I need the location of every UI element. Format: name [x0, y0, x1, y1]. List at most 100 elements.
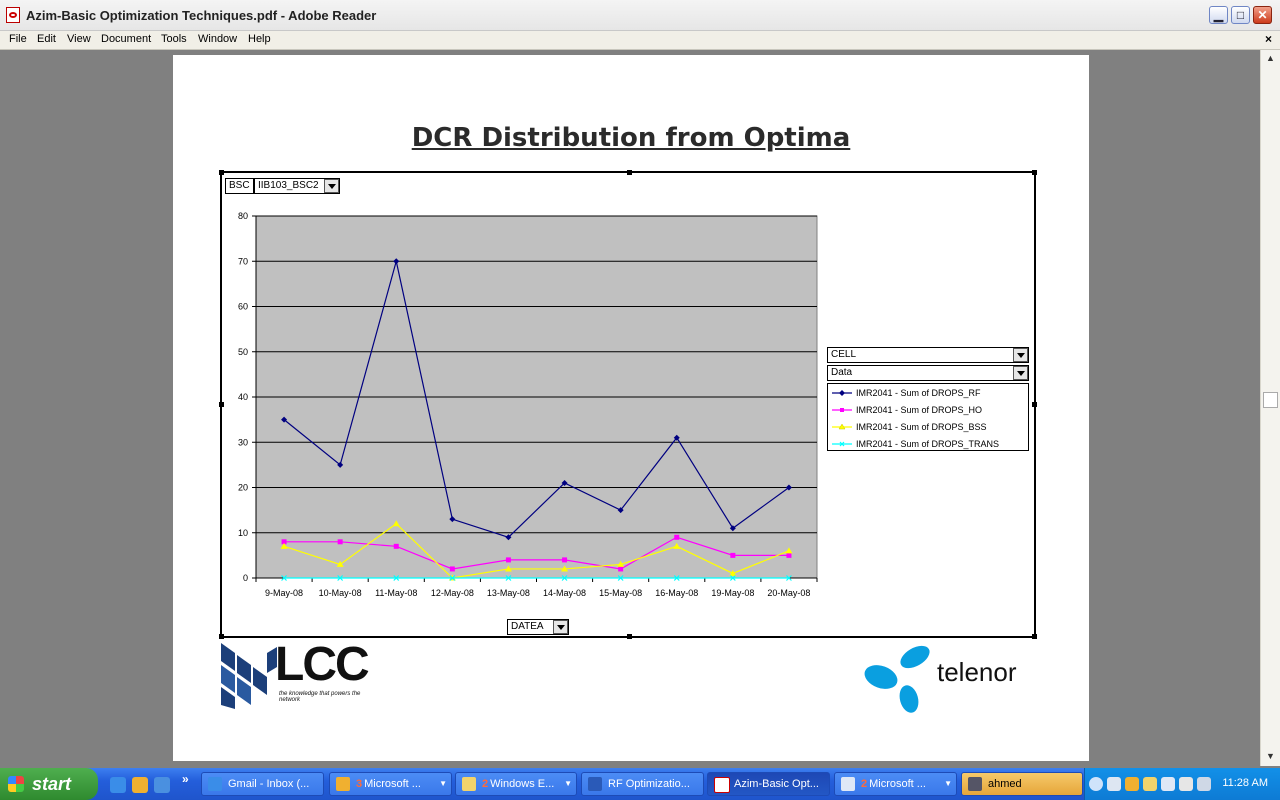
- task-label: Microsoft ...: [364, 778, 421, 790]
- task-ahmed[interactable]: ahmed: [961, 772, 1083, 796]
- series-line: [283, 522, 790, 579]
- outlook-icon: [336, 777, 350, 791]
- task-windows-explorer-group[interactable]: 2 Windows E... ▼: [455, 772, 577, 796]
- x-tick-label: 16-May-08: [655, 588, 698, 598]
- adobe-reader-icon: [6, 7, 20, 23]
- task-microsoft-outlook-group[interactable]: 3 Microsoft ... ▼: [329, 772, 452, 796]
- messenger-icon[interactable]: [1143, 777, 1157, 791]
- selection-handle[interactable]: [1032, 402, 1037, 407]
- dropdown-arrow-icon[interactable]: [1013, 348, 1028, 362]
- data-point: [673, 575, 680, 581]
- outlook-tray-icon[interactable]: [1125, 777, 1139, 791]
- close-document-button[interactable]: ×: [1264, 32, 1272, 46]
- data-point: [617, 575, 624, 581]
- scroll-thumb[interactable]: [1263, 392, 1278, 408]
- security-icon[interactable]: [1179, 777, 1193, 791]
- dropdown-arrow-icon[interactable]: [324, 179, 339, 193]
- legend-item: IMR2041 - Sum of DROPS_TRANS: [856, 439, 1000, 449]
- x-tick-label: 14-May-08: [543, 588, 586, 598]
- menu-file[interactable]: File: [9, 33, 27, 45]
- y-tick-label: 20: [238, 483, 248, 493]
- task-label: Gmail - Inbox (...: [228, 778, 310, 790]
- menu-document[interactable]: Document: [101, 33, 152, 45]
- menu-tools[interactable]: Tools: [161, 33, 187, 45]
- data-point: [617, 507, 624, 514]
- start-label: start: [32, 774, 72, 794]
- selection-handle[interactable]: [219, 634, 224, 639]
- data-point: [281, 575, 287, 581]
- y-tick-label: 80: [238, 211, 248, 221]
- browser-icon[interactable]: [154, 777, 170, 793]
- tray-collapse-icon[interactable]: [1089, 777, 1103, 791]
- legend-item: IMR2041 - Sum of DROPS_RF: [856, 388, 981, 398]
- data-point: [561, 479, 568, 486]
- datea-field-label: DATEA: [511, 621, 544, 632]
- data-point: [786, 552, 792, 558]
- pivot-chart[interactable]: BSC IIB103_BSC2 0 10 20 30 40 50 60 70 80 9-May-0…: [219, 170, 1037, 639]
- task-microsoft-group[interactable]: 2 Microsoft ... ▼: [834, 772, 957, 796]
- data-point: [449, 516, 456, 523]
- task-label: Windows E...: [490, 778, 555, 790]
- menu-bar: File Edit View Document Tools Window Hel…: [0, 31, 1280, 50]
- task-gmail[interactable]: Gmail - Inbox (...: [201, 772, 324, 796]
- keyboard-icon[interactable]: [1197, 777, 1211, 791]
- lcc-emblem-icon: [221, 643, 277, 709]
- selection-handle[interactable]: [627, 170, 632, 175]
- data-point: [617, 560, 625, 567]
- task-adobe-reader[interactable]: Azim-Basic Opt...: [707, 772, 830, 796]
- scroll-down-arrow-icon[interactable]: ▼: [1266, 751, 1275, 761]
- menu-view[interactable]: View: [67, 33, 91, 45]
- minimize-button[interactable]: ▁: [1209, 6, 1228, 24]
- menu-window[interactable]: Window: [198, 33, 238, 45]
- data-point: [449, 575, 456, 581]
- internet-explorer-icon[interactable]: [110, 777, 126, 793]
- scroll-up-arrow-icon[interactable]: ▲: [1266, 53, 1275, 63]
- data-point: [505, 534, 512, 541]
- data-point: [561, 565, 569, 572]
- data-point: [562, 557, 568, 563]
- chevron-down-icon: ▼: [564, 779, 572, 788]
- y-tick-label: 10: [238, 528, 248, 538]
- selection-handle[interactable]: [627, 634, 632, 639]
- data-point: [505, 575, 512, 581]
- dropdown-arrow-icon[interactable]: [553, 620, 568, 634]
- selection-handle[interactable]: [219, 170, 224, 175]
- task-rf-optimization[interactable]: RF Optimizatio...: [581, 772, 704, 796]
- menu-edit[interactable]: Edit: [37, 33, 56, 45]
- data-field-dropdown[interactable]: Data: [827, 365, 1029, 381]
- outlook-icon[interactable]: [132, 777, 148, 793]
- x-tick-label: 19-May-08: [711, 588, 754, 598]
- telenor-logo: telenor: [863, 643, 1033, 715]
- pdf-icon: [714, 777, 730, 793]
- line-chart: 0 10 20 30 40 50 60 70 80 9-May-08 10-May-08 11-May…: [238, 211, 818, 598]
- network-icon[interactable]: [1107, 777, 1121, 791]
- start-button[interactable]: start: [0, 768, 98, 800]
- datea-field-dropdown[interactable]: DATEA: [507, 619, 569, 635]
- data-point: [729, 525, 736, 532]
- y-tick-label: 40: [238, 392, 248, 402]
- close-button[interactable]: ✕: [1253, 6, 1272, 24]
- legend-markers: [832, 390, 852, 447]
- maximize-button[interactable]: □: [1231, 6, 1250, 24]
- lcc-tagline: the knowledge that powers the network: [279, 691, 361, 703]
- title-bar: Azim-Basic Optimization Techniques.pdf -…: [0, 0, 1280, 31]
- windows-flag-icon: [8, 776, 24, 792]
- dropdown-arrow-icon[interactable]: [1013, 366, 1028, 380]
- selection-handle[interactable]: [1032, 170, 1037, 175]
- bsc-field-dropdown[interactable]: IIB103_BSC2: [254, 178, 340, 194]
- data-point: [786, 575, 792, 581]
- cell-series-dropdown[interactable]: CELL: [827, 347, 1029, 363]
- word-document-icon: [588, 777, 602, 791]
- chart-legend: IMR2041 - Sum of DROPS_RF IMR2041 - Sum …: [827, 383, 1029, 451]
- selection-handle[interactable]: [1032, 634, 1037, 639]
- data-point: [392, 520, 400, 527]
- x-tick-label: 20-May-08: [767, 588, 810, 598]
- vertical-scrollbar[interactable]: ▲ ▼: [1260, 50, 1280, 766]
- selection-handle[interactable]: [219, 402, 224, 407]
- quicklaunch-more[interactable]: »: [182, 772, 189, 786]
- volume-icon[interactable]: [1161, 777, 1175, 791]
- menu-help[interactable]: Help: [248, 33, 271, 45]
- y-tick-label: 50: [238, 347, 248, 357]
- y-tick-label: 0: [243, 573, 248, 583]
- data-point: [729, 569, 737, 576]
